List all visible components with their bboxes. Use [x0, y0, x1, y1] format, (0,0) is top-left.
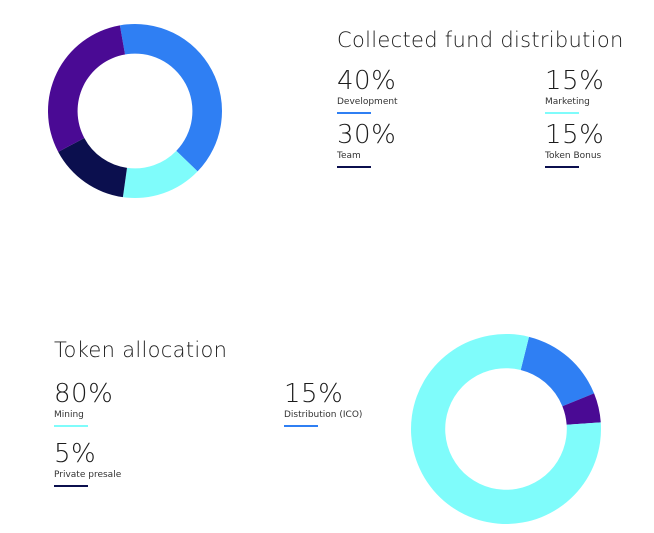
donut-slice-mining	[411, 334, 601, 524]
fund-stat-team-label: Team	[337, 151, 361, 161]
token-stat-distribution-ico-underline	[284, 425, 318, 427]
fund-stat-team-underline	[337, 166, 371, 168]
token-stat-distribution-ico-label: Distribution (ICO)	[284, 410, 363, 420]
token-stat-private-presale-underline	[54, 485, 88, 487]
token-stat-private-presale-label: Private presale	[54, 470, 122, 480]
fund-stat-development-label: Development	[337, 97, 398, 107]
fund-stat-token-bonus-value: 15%	[545, 120, 605, 150]
token-stat-distribution-ico-value: 15%	[284, 379, 344, 409]
token-stat-mining: 80% Mining	[54, 379, 113, 427]
token-stat-mining-value: 80%	[54, 379, 114, 409]
token-allocation-donut	[411, 334, 601, 524]
fund-stat-token-bonus: 15% Token Bonus	[545, 120, 604, 168]
fund-stat-team-value: 30%	[337, 120, 397, 150]
fund-stat-development-underline	[337, 112, 371, 114]
token-stat-private-presale-value: 5%	[54, 439, 97, 469]
donut-slice-distribution-ico	[520, 336, 595, 407]
donut-slice-development	[119, 24, 222, 172]
fund-stat-marketing-label: Marketing	[545, 97, 590, 107]
donut-slice-private-presale	[562, 393, 601, 425]
donut-slice-marketing	[122, 150, 198, 199]
token-allocation-title: Token allocation	[54, 338, 228, 362]
donut-slice-token-bonus	[58, 137, 128, 198]
fund-stat-team: 30% Team	[337, 120, 396, 168]
fund-stat-marketing-underline	[545, 112, 579, 114]
fund-distribution-title: Collected fund distribution	[337, 28, 624, 52]
token-stat-mining-underline	[54, 425, 88, 427]
fund-stat-token-bonus-underline	[545, 166, 579, 168]
fund-stat-development: 40% Development	[337, 66, 398, 114]
token-stat-mining-label: Mining	[54, 410, 84, 420]
donut-slice-team	[47, 25, 126, 152]
donut-svg-1	[411, 334, 601, 524]
fund-distribution-donut	[47, 24, 222, 199]
fund-stat-development-value: 40%	[337, 66, 397, 96]
donut-svg-0	[47, 24, 222, 199]
fund-stat-marketing: 15% Marketing	[545, 66, 604, 114]
token-stat-distribution-ico: 15% Distribution (ICO)	[284, 379, 362, 427]
fund-stat-token-bonus-label: Token Bonus	[545, 151, 602, 161]
fund-stat-marketing-value: 15%	[545, 66, 605, 96]
token-stat-private-presale: 5% Private presale	[54, 439, 121, 487]
